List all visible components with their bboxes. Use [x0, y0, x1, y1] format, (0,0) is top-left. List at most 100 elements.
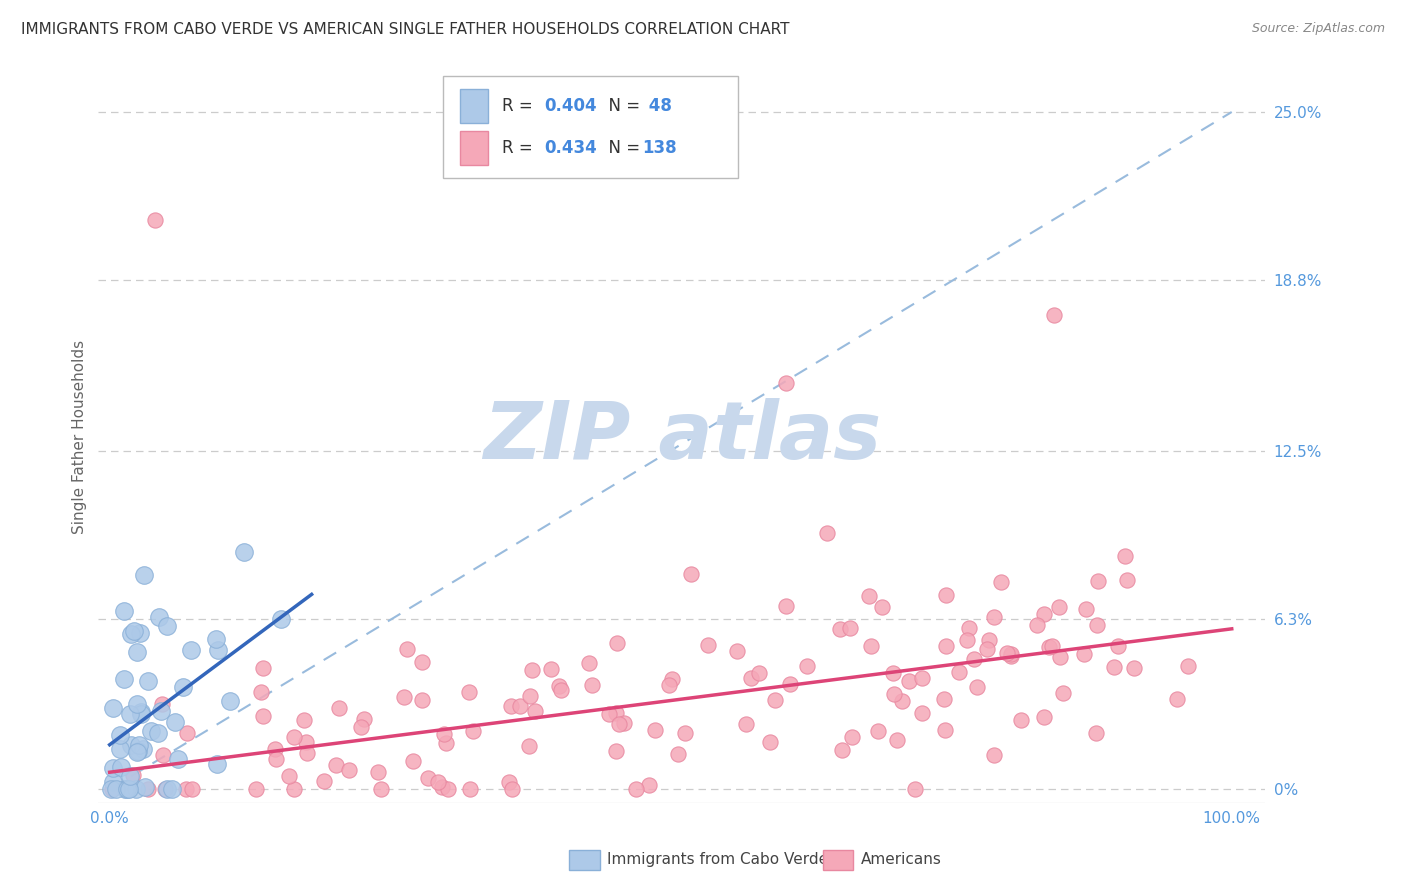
Point — [411, 693, 433, 707]
Point — [796, 659, 818, 673]
Point — [114, 782, 136, 797]
Point — [870, 599, 893, 614]
Point — [143, 213, 166, 227]
Point — [661, 672, 683, 686]
Point — [160, 782, 183, 797]
Point — [697, 638, 720, 652]
Point — [124, 782, 146, 797]
Point — [125, 644, 148, 658]
Point — [606, 636, 628, 650]
Point — [501, 782, 523, 797]
Point — [270, 612, 292, 626]
Point — [252, 708, 274, 723]
Point — [110, 760, 132, 774]
Point — [437, 782, 460, 797]
Text: Source: ZipAtlas.com: Source: ZipAtlas.com — [1251, 22, 1385, 36]
Point — [148, 610, 170, 624]
Point — [605, 744, 627, 758]
Point — [979, 633, 1001, 648]
Point — [1114, 549, 1136, 563]
Point — [155, 782, 177, 797]
Point — [995, 646, 1018, 660]
Point — [666, 747, 689, 761]
Point — [522, 663, 544, 677]
Point — [501, 698, 523, 713]
Point — [139, 723, 162, 738]
Point — [176, 726, 198, 740]
Point — [337, 764, 360, 778]
Point — [180, 642, 202, 657]
Point — [1043, 308, 1066, 322]
Point — [963, 652, 986, 666]
Point — [883, 687, 905, 701]
Point — [1123, 661, 1146, 675]
Point — [165, 714, 187, 729]
Point — [367, 764, 389, 779]
Point — [725, 644, 748, 658]
Point — [644, 723, 666, 737]
Point — [748, 665, 770, 680]
Point — [1026, 618, 1049, 632]
Point — [637, 778, 659, 792]
Point — [607, 717, 630, 731]
Point — [294, 735, 316, 749]
Point — [127, 744, 149, 758]
Point — [1087, 574, 1109, 588]
Point — [250, 684, 273, 698]
Point — [626, 782, 648, 797]
Point — [759, 734, 782, 748]
Point — [120, 706, 142, 721]
Point — [934, 692, 956, 706]
Point — [838, 621, 860, 635]
Point — [841, 731, 863, 745]
Point — [264, 741, 287, 756]
Point — [105, 782, 128, 797]
Point — [396, 642, 419, 657]
Point — [681, 566, 703, 581]
Point — [598, 707, 620, 722]
Point — [125, 697, 148, 711]
Point — [264, 752, 287, 766]
Point — [524, 705, 547, 719]
Point — [292, 713, 315, 727]
Point — [509, 698, 531, 713]
Point — [735, 716, 758, 731]
Point — [517, 739, 540, 753]
Point — [858, 589, 880, 603]
Text: N =: N = — [598, 139, 645, 157]
Text: IMMIGRANTS FROM CABO VERDE VS AMERICAN SINGLE FATHER HOUSEHOLDS CORRELATION CHAR: IMMIGRANTS FROM CABO VERDE VS AMERICAN S… — [21, 22, 790, 37]
Point — [325, 758, 347, 772]
Point — [658, 678, 681, 692]
Point — [1000, 647, 1022, 661]
Point — [1010, 713, 1032, 727]
Point — [129, 626, 152, 640]
Point — [859, 639, 882, 653]
Point — [103, 701, 125, 715]
Point — [828, 622, 851, 636]
Point — [831, 743, 853, 757]
Text: N =: N = — [598, 97, 645, 115]
Point — [935, 588, 957, 602]
Text: R =: R = — [502, 139, 538, 157]
Point — [411, 656, 433, 670]
Point — [122, 768, 145, 782]
Point — [252, 661, 274, 675]
Point — [118, 782, 141, 797]
Point — [207, 642, 229, 657]
Point — [1052, 686, 1074, 700]
Point — [581, 678, 603, 692]
Point — [957, 622, 980, 636]
Point — [150, 698, 173, 712]
Point — [548, 679, 571, 693]
Point — [775, 376, 797, 390]
Point — [1177, 658, 1199, 673]
Point — [976, 642, 998, 657]
Point — [1166, 692, 1188, 706]
Point — [129, 706, 152, 721]
Point — [1107, 639, 1129, 653]
Point — [605, 706, 627, 720]
Point — [134, 568, 156, 582]
Point — [430, 780, 453, 794]
Point — [779, 677, 801, 691]
Point — [328, 701, 350, 715]
